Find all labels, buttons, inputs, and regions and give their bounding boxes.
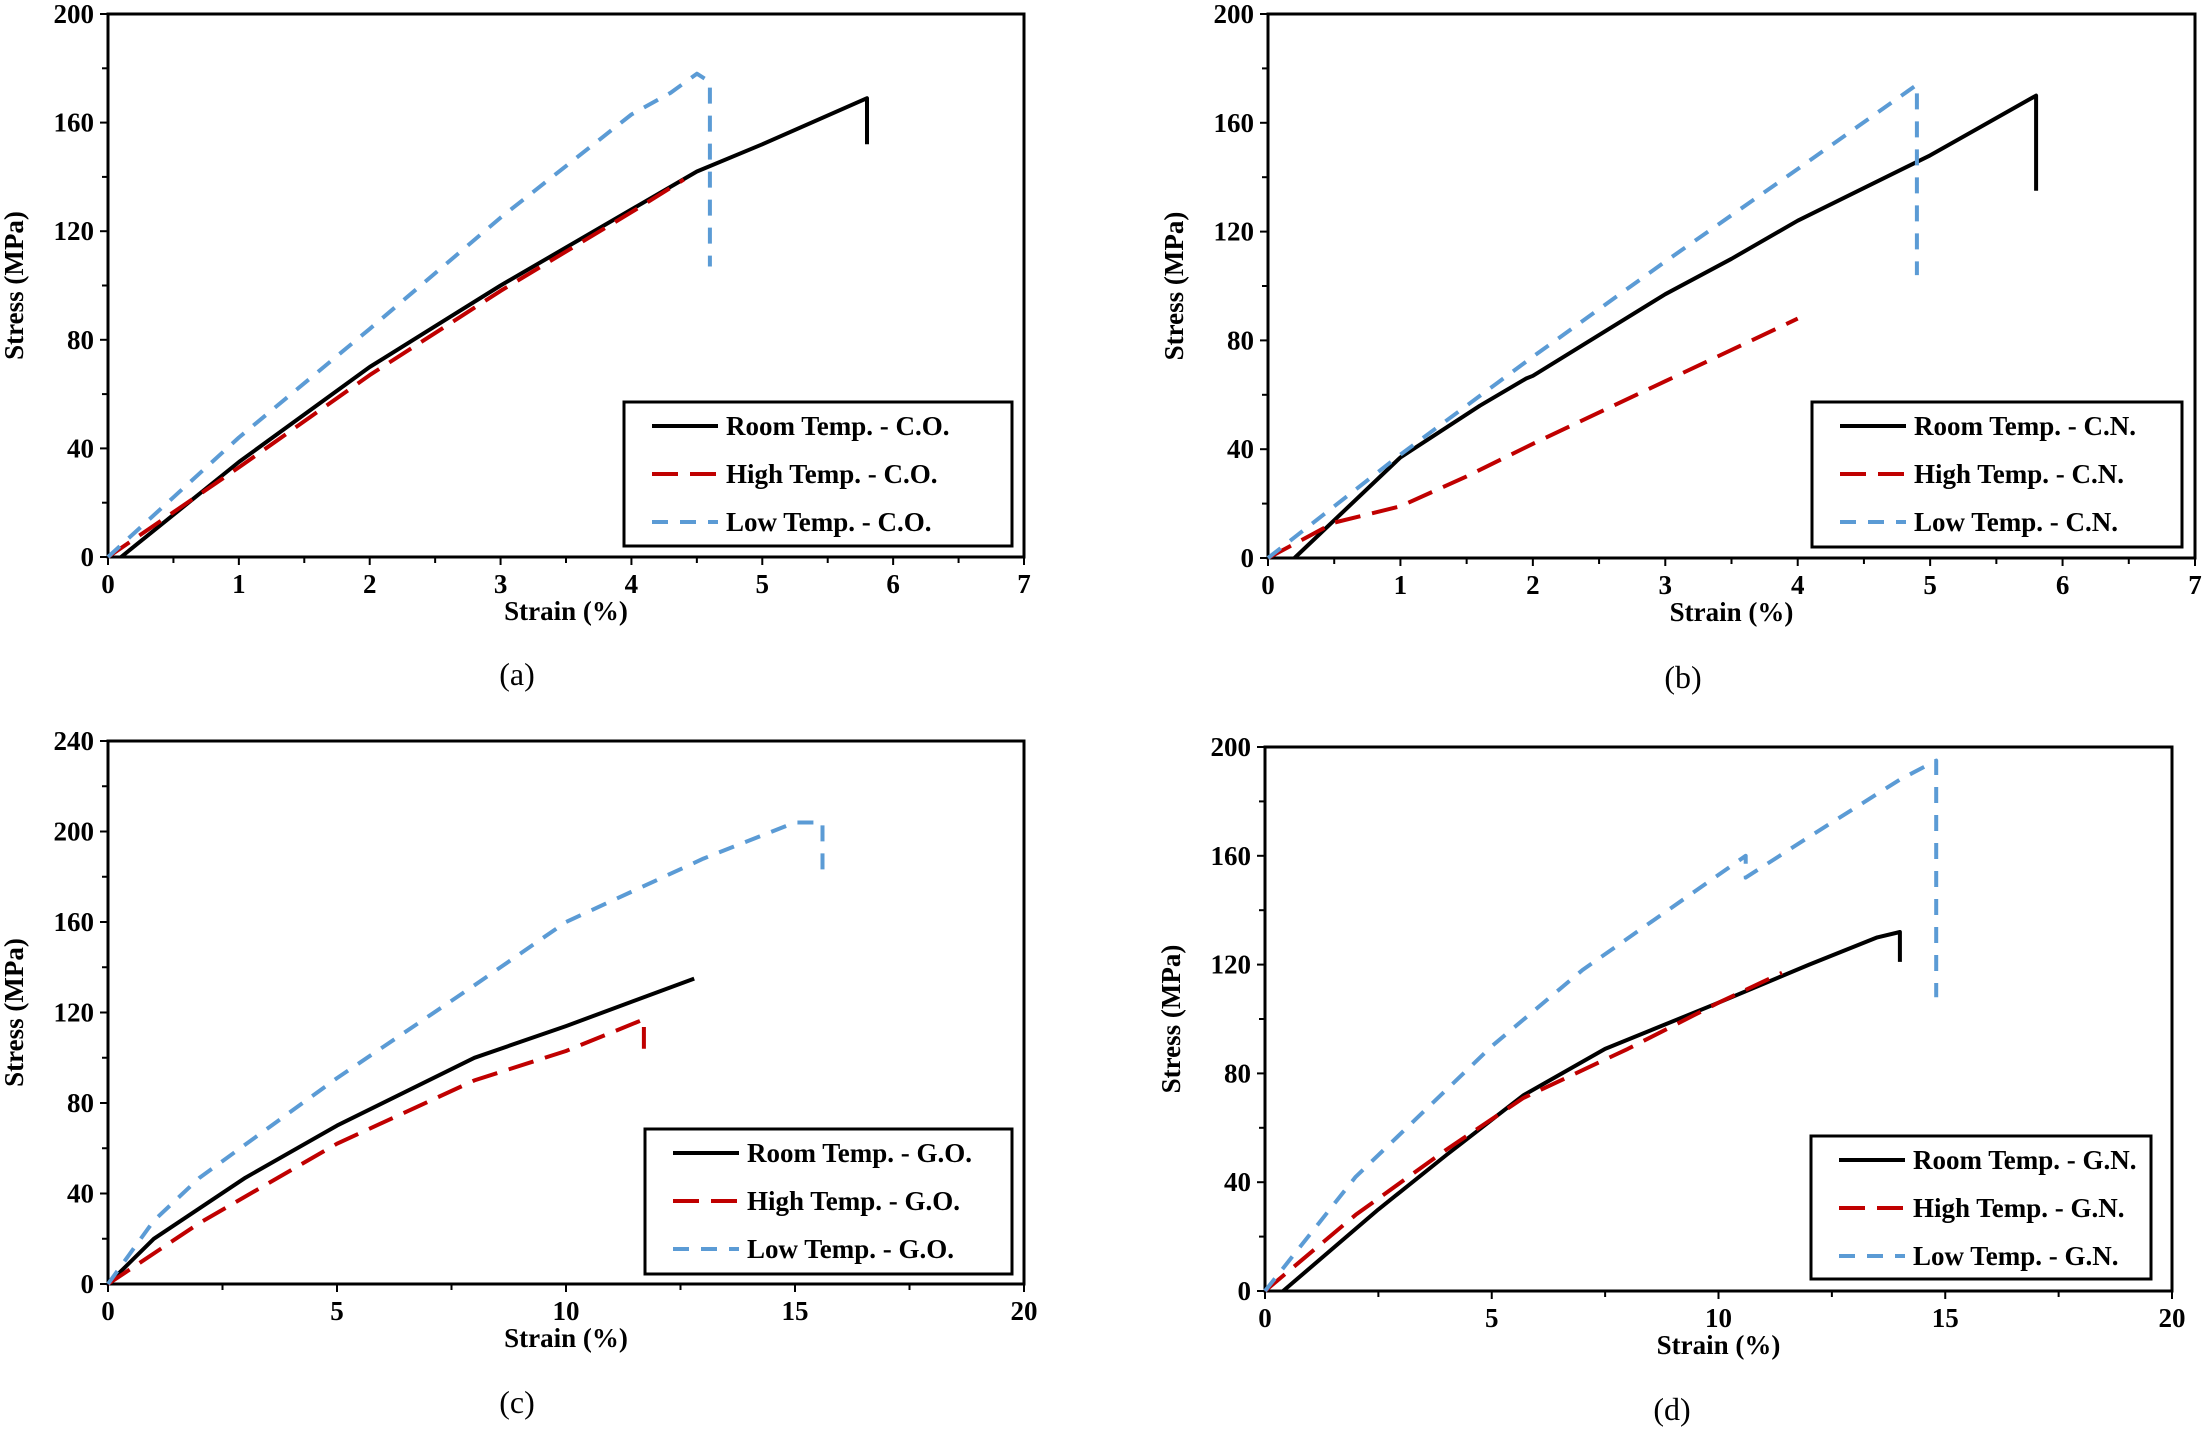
series-line-room <box>119 96 869 559</box>
y-tick-label: 40 <box>67 433 94 463</box>
legend: Room Temp. - C.O. High Temp. - C.O. Low Te… <box>622 400 1014 548</box>
x-tick-label: 0 <box>1261 570 1275 600</box>
legend-label-low: Low Temp. - C.O. <box>726 507 932 537</box>
y-tick-label: 0 <box>81 1269 95 1299</box>
panel-caption: (b) <box>1664 659 1701 695</box>
x-tick-label: 6 <box>886 569 900 599</box>
y-tick-label: 160 <box>1214 108 1255 138</box>
y-tick-label: 40 <box>1227 434 1254 464</box>
x-tick-label: 15 <box>1932 1303 1959 1333</box>
x-tick-label: 5 <box>756 569 770 599</box>
legend-label-high: High Temp. - C.O. <box>726 459 938 489</box>
y-tick-label: 240 <box>54 726 95 756</box>
x-tick-label: 2 <box>1526 570 1540 600</box>
y-tick-label: 200 <box>54 817 95 847</box>
panel-caption: (d) <box>1653 1391 1690 1427</box>
x-tick-label: 10 <box>553 1296 580 1326</box>
y-tick-label: 160 <box>54 907 95 937</box>
legend: Room Temp. - C.N. High Temp. - C.N. Low Te… <box>1810 400 2184 549</box>
x-tick-label: 1 <box>232 569 246 599</box>
series-line-high <box>1267 316 1799 560</box>
legend-label-high: High Temp. - G.O. <box>747 1186 960 1216</box>
y-tick-label: 80 <box>67 1088 94 1118</box>
legend-label-low: Low Temp. - C.N. <box>1914 507 2118 537</box>
x-tick-label: 20 <box>1011 1296 1038 1326</box>
series-line-low <box>1263 758 1939 1293</box>
x-axis-label: Strain (%) <box>1670 597 1794 627</box>
legend-label-room: Room Temp. - G.O. <box>747 1138 972 1168</box>
y-tick-label: 200 <box>1211 732 1252 762</box>
series-line-high <box>106 177 685 559</box>
series-line-high <box>106 1017 646 1286</box>
x-tick-label: 10 <box>1705 1303 1732 1333</box>
y-axis-label: Stress (MPa) <box>0 938 29 1087</box>
x-tick-label: 2 <box>363 569 377 599</box>
x-tick-label: 5 <box>1485 1303 1499 1333</box>
y-axis-label: Stress (MPa) <box>0 211 29 360</box>
legend-label-high: High Temp. - G.N. <box>1913 1193 2125 1223</box>
series-line-room <box>106 976 695 1286</box>
x-tick-label: 1 <box>1394 570 1408 600</box>
y-tick-label: 40 <box>1224 1167 1251 1197</box>
x-tick-label: 0 <box>101 569 115 599</box>
series-line-low <box>106 71 712 559</box>
chart-panel-a: 0 1 2 3 4 5 6 7 0 40 80 120 160 200 Strain (%) Stress (… <box>0 0 1031 692</box>
series-line-room <box>1293 93 2039 560</box>
x-tick-label: 5 <box>330 1296 344 1326</box>
x-tick-label: 4 <box>1791 570 1805 600</box>
y-tick-label: 120 <box>54 216 95 246</box>
x-tick-label: 4 <box>625 569 639 599</box>
x-axis-label: Strain (%) <box>504 596 628 626</box>
x-tick-label: 20 <box>2159 1303 2186 1333</box>
x-axis-label: Strain (%) <box>504 1323 628 1353</box>
series-line-room <box>1281 930 1902 1293</box>
y-tick-label: 200 <box>54 0 95 29</box>
x-tick-label: 7 <box>1017 569 1031 599</box>
x-tick-label: 5 <box>1923 570 1937 600</box>
x-tick-label: 3 <box>494 569 508 599</box>
legend-label-low: Low Temp. - G.N. <box>1913 1241 2119 1271</box>
panel-caption: (c) <box>499 1384 535 1420</box>
legend-label-room: Room Temp. - G.N. <box>1913 1145 2137 1175</box>
y-tick-label: 0 <box>1238 1276 1252 1306</box>
legend-label-room: Room Temp. - C.N. <box>1914 411 2136 441</box>
legend: Room Temp. - G.O. High Temp. - G.O. Low Te… <box>643 1127 1014 1276</box>
chart-panel-b: 0 1 2 3 4 5 6 7 0 40 80 120 160 200 Strain (%) Stress (… <box>1159 0 2202 695</box>
y-tick-label: 120 <box>1214 217 1255 247</box>
y-tick-label: 0 <box>81 542 95 572</box>
legend-label-room: Room Temp. - C.O. <box>726 411 950 441</box>
x-axis-label: Strain (%) <box>1657 1330 1781 1360</box>
y-tick-label: 200 <box>1214 0 1255 29</box>
y-axis-label: Stress (MPa) <box>1156 945 1186 1094</box>
y-tick-label: 160 <box>54 108 95 138</box>
x-tick-label: 6 <box>2056 570 2070 600</box>
legend-label-low: Low Temp. - G.O. <box>747 1234 954 1264</box>
series-line-low <box>106 820 825 1286</box>
panel-caption: (a) <box>499 656 535 692</box>
y-tick-label: 80 <box>67 325 94 355</box>
y-tick-label: 120 <box>1211 950 1252 980</box>
x-tick-label: 0 <box>1258 1303 1272 1333</box>
legend-label-high: High Temp. - C.N. <box>1914 459 2124 489</box>
legend: Room Temp. - G.N. High Temp. - G.N. Low Te… <box>1809 1134 2153 1281</box>
y-tick-label: 40 <box>67 1179 94 1209</box>
y-tick-label: 80 <box>1227 325 1254 355</box>
x-tick-label: 15 <box>782 1296 809 1326</box>
y-tick-label: 120 <box>54 998 95 1028</box>
series-line-high <box>1263 970 1783 1293</box>
x-tick-label: 7 <box>2188 570 2202 600</box>
y-tick-label: 80 <box>1224 1058 1251 1088</box>
y-tick-label: 0 <box>1241 543 1255 573</box>
y-axis-label: Stress (MPa) <box>1159 212 1189 361</box>
x-tick-label: 0 <box>101 1296 115 1326</box>
x-tick-label: 3 <box>1659 570 1673 600</box>
y-tick-label: 160 <box>1211 841 1252 871</box>
